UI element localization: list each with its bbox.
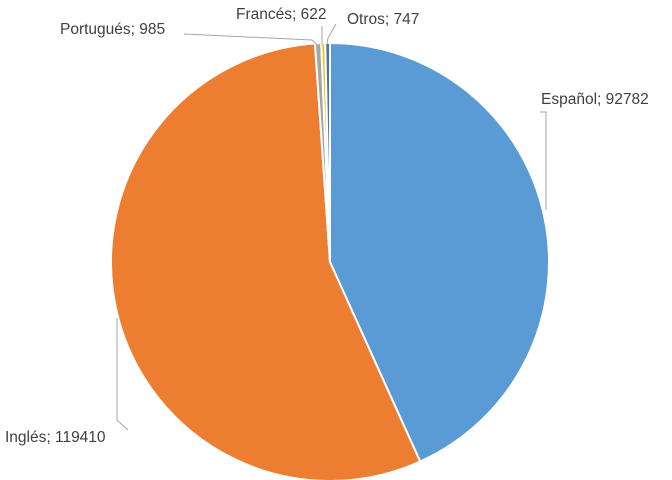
data-labels: Español; 92782 Inglés; 119410 Portugués;… xyxy=(5,6,649,446)
leader-line-portugues xyxy=(183,33,319,47)
data-label-espanol: Español; 92782 xyxy=(541,91,649,108)
data-label-otros: Otros; 747 xyxy=(347,11,419,28)
pie-slice-espanol xyxy=(329,41,550,463)
leader-line-ingles xyxy=(116,318,129,431)
pie-slice-ingles xyxy=(110,42,422,480)
leader-line-espanol xyxy=(540,111,547,210)
leader-line-otros xyxy=(326,23,337,45)
leader-lines xyxy=(116,23,547,431)
data-label-frances: Francés; 622 xyxy=(236,6,326,23)
data-label-portugues: Portugués; 985 xyxy=(60,21,165,38)
pie-slices xyxy=(110,41,550,480)
data-label-ingles: Inglés; 119410 xyxy=(5,429,106,446)
